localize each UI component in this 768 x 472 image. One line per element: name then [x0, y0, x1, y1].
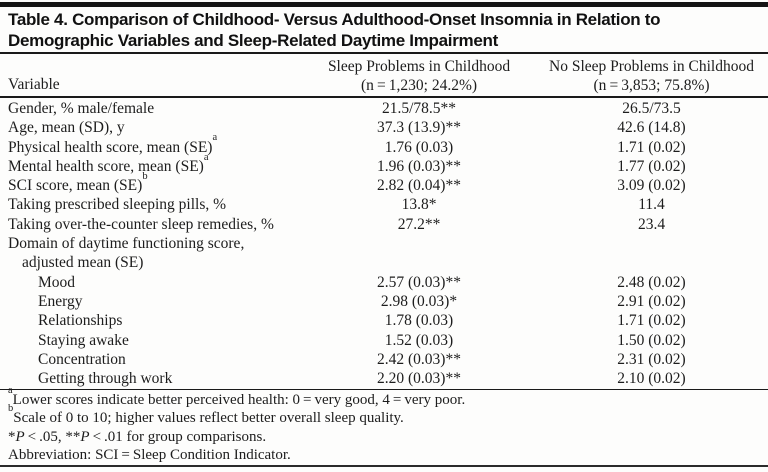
bottom-rule [0, 465, 768, 467]
row-label: Physical health score, mean (SE)a [8, 132, 218, 156]
footnote-line: *P < .05, **P < .01 for group comparison… [8, 428, 764, 446]
footnote-marker: b [142, 171, 148, 183]
value-no-sleep-problems [535, 234, 768, 253]
footnote-text: * [8, 428, 16, 445]
row-label: Domain of daytime functioning score, [8, 235, 245, 253]
row-label: Getting through work [38, 370, 173, 388]
table-row: Relationships 1.78 (0.03) 1.71 (0.02) [0, 311, 768, 330]
table-title-line2: Demographic Variables and Sleep-Related … [8, 31, 498, 50]
row-label: Taking over-the-counter sleep remedies, … [8, 215, 274, 233]
value-sleep-problems: 2.42 (0.03)** [377, 350, 461, 368]
value-sleep-problems [303, 253, 535, 272]
value-sleep-problems: 27.2** [397, 215, 441, 233]
value-sleep-problems: 2.20 (0.03)** [377, 370, 461, 388]
row-label: Mood [38, 273, 76, 291]
value-no-sleep-problems: 2.91 (0.02) [617, 292, 686, 310]
value-sleep-problems: 37.3 (13.9)** [377, 119, 461, 137]
header-group1-line1: Sleep Problems in Childhood [327, 58, 511, 75]
table-title: Table 4. Comparison of Childhood- Versus… [8, 9, 764, 51]
value-sleep-problems: 1.76 (0.03) [384, 138, 454, 156]
footnote-marker: a [212, 132, 218, 144]
value-no-sleep-problems [535, 253, 768, 272]
table-row: Domain of daytime functioning score, [0, 234, 768, 253]
table-row: Physical health score, mean (SE)a 1.76 (0… [0, 132, 768, 157]
row-label: Energy [38, 292, 83, 310]
header-group1-line2: (n = 1,230; 24.2%) [360, 77, 478, 94]
table-row: Getting through work 2.20 (0.03)** 2.10 (0… [0, 369, 768, 388]
value-sleep-problems: 2.98 (0.03)* [380, 292, 458, 310]
table-row: Energy 2.98 (0.03)* 2.91 (0.02) [0, 292, 768, 311]
value-no-sleep-problems: 2.10 (0.02) [617, 370, 686, 388]
footnote-marker: a [8, 385, 13, 396]
value-no-sleep-problems: 2.48 (0.02) [617, 273, 686, 291]
footnote-marker: a [203, 151, 209, 163]
value-no-sleep-problems: 2.31 (0.02) [617, 350, 686, 368]
table-row: Mood 2.57 (0.03)** 2.48 (0.02) [0, 273, 768, 292]
row-label: Gender, % male/female [8, 100, 155, 117]
value-no-sleep-problems: 1.77 (0.02) [617, 157, 686, 175]
value-sleep-problems: 1.78 (0.03) [384, 312, 454, 330]
value-sleep-problems: 21.5/78.5** [381, 100, 457, 117]
row-label: Relationships [38, 312, 123, 330]
title-divider-rule [0, 52, 768, 54]
table-header-row: Variable Sleep Problems in Childhood (n … [0, 55, 768, 96]
footnote-text: Lower scores indicate better perceived h… [12, 392, 466, 408]
footnote-text: < .01 for group comparisons. [89, 428, 267, 445]
value-no-sleep-problems: 42.6 (14.8) [617, 119, 686, 137]
table-row: Age, mean (SD), y 37.3 (13.9)** 42.6 (14.8… [0, 118, 768, 137]
table-row: Taking prescribed sleeping pills, % 13.8*… [0, 195, 768, 214]
footnote-text: Scale of 0 to 10; higher values reflect … [13, 410, 404, 427]
row-label: adjusted mean (SE) [22, 254, 144, 272]
footnote-text: P [80, 428, 90, 445]
top-rule [0, 2, 768, 7]
table-body: Gender, % male/female 21.5/78.5** 26.5/73.… [0, 99, 768, 388]
header-divider-rule [0, 96, 768, 98]
header-variable: Variable [8, 76, 60, 93]
footnote-marker: b [8, 403, 14, 415]
table-row: Staying awake 1.52 (0.03) 1.50 (0.02) [0, 331, 768, 350]
table-row: SCI score, mean (SE)b 2.82 (0.04)** 3.09 (… [0, 171, 768, 195]
header-group2-line2: (n = 3,853; 75.8%) [593, 77, 710, 94]
row-label: Taking prescribed sleeping pills, % [8, 196, 227, 214]
value-sleep-problems: 13.8* [401, 196, 437, 214]
row-label: SCI score, mean (SE)b [8, 171, 148, 195]
header-group2-line1: No Sleep Problems in Childhood [549, 58, 754, 75]
table-row: Concentration 2.42 (0.03)** 2.31 (0.02) [0, 350, 768, 369]
value-sleep-problems: 1.52 (0.03) [384, 331, 454, 349]
table-footnotes: aLower scores indicate better perceived … [8, 385, 764, 464]
value-no-sleep-problems: 1.71 (0.02) [617, 138, 686, 156]
table-row: Mental health score, mean (SE)a 1.96 (0.0… [0, 151, 768, 176]
table-row: adjusted mean (SE) [0, 253, 768, 272]
table-row: Gender, % male/female 21.5/78.5** 26.5/73.… [0, 99, 768, 118]
row-label: Age, mean (SD), y [8, 119, 125, 137]
header-group-no-sleep-problems: No Sleep Problems in Childhood (n = 3,85… [535, 55, 768, 96]
value-no-sleep-problems: 23.4 [637, 215, 666, 233]
value-no-sleep-problems: 3.09 (0.02) [617, 177, 686, 195]
table-row: Taking over-the-counter sleep remedies, … [0, 215, 768, 234]
footnote-line: Abbreviation: SCI = Sleep Condition Indi… [8, 446, 764, 464]
value-sleep-problems [303, 234, 535, 253]
row-label: Mental health score, mean (SE)a [8, 151, 209, 175]
value-sleep-problems: 1.96 (0.03)** [377, 157, 461, 175]
row-label: Staying awake [38, 331, 129, 349]
footnote-text: Abbreviation: SCI = Sleep Condition Indi… [8, 446, 291, 463]
value-sleep-problems: 2.82 (0.04)** [377, 177, 461, 195]
value-no-sleep-problems: 1.71 (0.02) [617, 312, 686, 330]
footnote-text: P [15, 428, 25, 445]
value-no-sleep-problems: 1.50 (0.02) [617, 331, 686, 349]
value-sleep-problems: 2.57 (0.03)** [377, 273, 461, 291]
footnote-divider-rule [0, 389, 768, 390]
value-no-sleep-problems: 11.4 [638, 196, 665, 214]
footnote-line: aLower scores indicate better perceived … [8, 385, 764, 409]
table-title-line1: Table 4. Comparison of Childhood- Versus… [8, 10, 661, 29]
value-no-sleep-problems: 26.5/73.5 [622, 100, 681, 117]
header-group-sleep-problems: Sleep Problems in Childhood (n = 1,230; … [303, 55, 535, 96]
footnote-line: bScale of 0 to 10; higher values reflect… [8, 404, 764, 427]
row-label: Concentration [38, 350, 126, 368]
footnote-text: < .05, ** [24, 428, 81, 445]
